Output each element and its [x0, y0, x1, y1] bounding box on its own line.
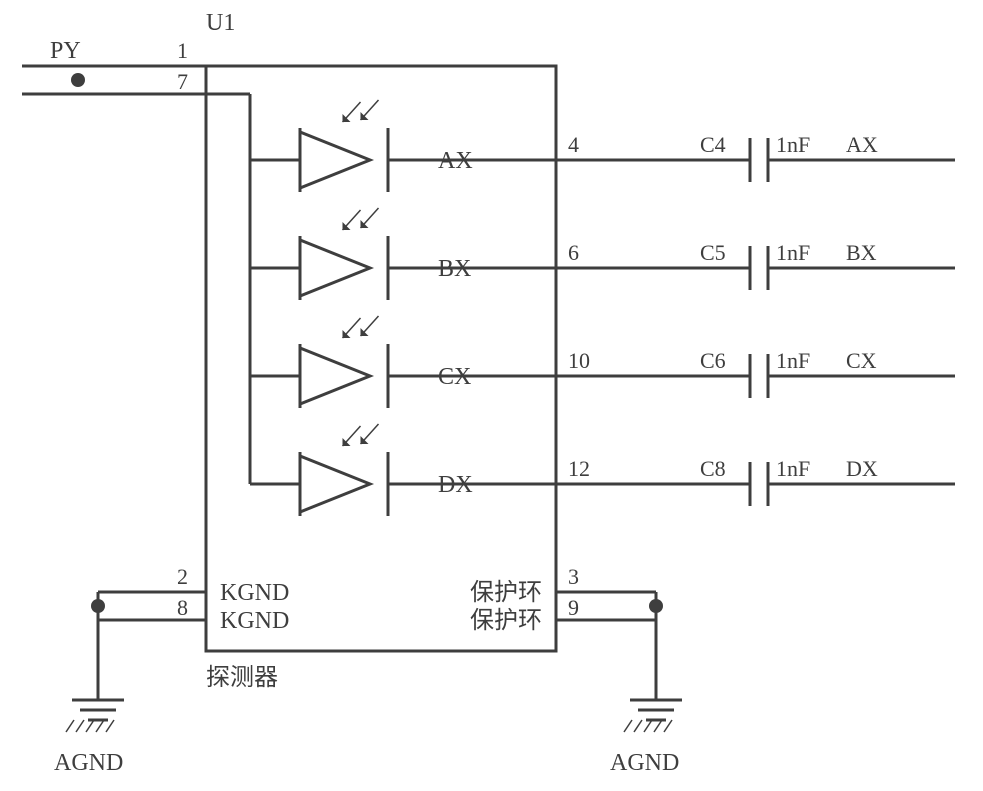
svg-text:C8: C8 — [700, 456, 726, 481]
schematic: U1 探测器 1 7 PY 2 KGND 8 KGND AGND 3 保护环 9 保护环 AGND AX BX C… — [0, 0, 983, 791]
svg-text:1nF: 1nF — [776, 348, 810, 373]
svg-text:保护环: 保护环 — [470, 579, 542, 606]
power-label: PY — [50, 38, 81, 64]
svg-text:C6: C6 — [700, 348, 726, 373]
svg-text:KGND: KGND — [220, 580, 289, 606]
svg-text:DX: DX — [438, 472, 473, 498]
svg-text:12: 12 — [568, 456, 590, 481]
svg-text:7: 7 — [177, 69, 188, 94]
svg-text:CX: CX — [846, 348, 877, 373]
svg-text:1nF: 1nF — [776, 132, 810, 157]
svg-text:1: 1 — [177, 38, 188, 63]
svg-text:BX: BX — [438, 256, 471, 282]
svg-text:1nF: 1nF — [776, 456, 810, 481]
svg-text:1nF: 1nF — [776, 240, 810, 265]
svg-text:KGND: KGND — [220, 608, 289, 634]
svg-text:CX: CX — [438, 364, 471, 390]
svg-text:3: 3 — [568, 564, 579, 589]
svg-text:10: 10 — [568, 348, 590, 373]
svg-text:BX: BX — [846, 240, 877, 265]
svg-text:6: 6 — [568, 240, 579, 265]
svg-text:C4: C4 — [700, 132, 726, 157]
svg-text:DX: DX — [846, 456, 878, 481]
svg-text:8: 8 — [177, 595, 188, 620]
chip-ref: U1 — [206, 10, 235, 36]
svg-text:2: 2 — [177, 564, 188, 589]
svg-text:4: 4 — [568, 132, 579, 157]
svg-text:AX: AX — [438, 148, 473, 174]
svg-text:C5: C5 — [700, 240, 726, 265]
chip-name: 探测器 — [206, 664, 278, 691]
svg-text:AX: AX — [846, 132, 878, 157]
agnd-left: AGND — [54, 750, 123, 776]
svg-text:保护环: 保护环 — [470, 607, 542, 634]
svg-text:9: 9 — [568, 595, 579, 620]
agnd-right: AGND — [610, 750, 679, 776]
